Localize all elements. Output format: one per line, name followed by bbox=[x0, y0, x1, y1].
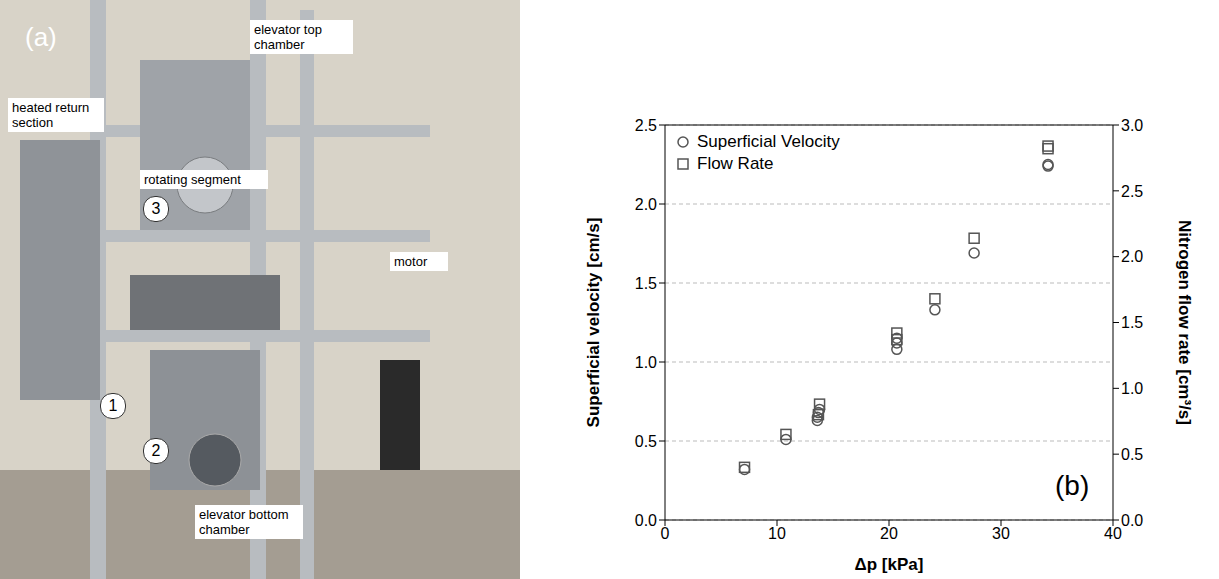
html-text:3: 3 bbox=[151, 200, 161, 217]
svg-text:0.0: 0.0 bbox=[635, 512, 657, 529]
svg-text:2.0: 2.0 bbox=[1121, 248, 1143, 265]
html-text:elevator top chamber: elevator top chamber bbox=[254, 22, 322, 52]
svg-text:1.5: 1.5 bbox=[1121, 314, 1143, 331]
svg-text:Δp [kPa]: Δp [kPa] bbox=[855, 555, 924, 574]
html-text:elevator bottom chamber: elevator bottom chamber bbox=[199, 507, 289, 537]
svg-text:30: 30 bbox=[992, 525, 1010, 542]
svg-text:2.5: 2.5 bbox=[1121, 183, 1143, 200]
html-text:Superficial Velocity: Superficial Velocity bbox=[697, 132, 840, 151]
html-text:(a): (a) bbox=[25, 22, 57, 52]
svg-text:0.0: 0.0 bbox=[1121, 512, 1143, 529]
svg-text:0.5: 0.5 bbox=[1121, 446, 1143, 463]
html-text:rotating segment: rotating segment bbox=[144, 172, 241, 187]
html-text:Flow Rate: Flow Rate bbox=[697, 154, 774, 173]
svg-text:1.0: 1.0 bbox=[635, 354, 657, 371]
svg-text:Nitrogen flow rate [cm³/s]: Nitrogen flow rate [cm³/s] bbox=[1175, 220, 1194, 425]
html-text:2: 2 bbox=[151, 442, 161, 459]
svg-text:1.0: 1.0 bbox=[1121, 380, 1143, 397]
svg-text:2.0: 2.0 bbox=[635, 196, 657, 213]
html-text:(b): (b) bbox=[1055, 470, 1090, 501]
svg-text:1.5: 1.5 bbox=[635, 275, 657, 292]
svg-text:20: 20 bbox=[880, 525, 898, 542]
svg-text:0: 0 bbox=[661, 525, 670, 542]
html-text:1: 1 bbox=[108, 397, 118, 414]
svg-text:2.5: 2.5 bbox=[635, 117, 657, 134]
html-text:motor: motor bbox=[394, 254, 428, 269]
svg-text:3.0: 3.0 bbox=[1121, 117, 1143, 134]
svg-text:0.5: 0.5 bbox=[635, 433, 657, 450]
svg-text:40: 40 bbox=[1104, 525, 1122, 542]
svg-text:Superficial velocity [cm/s]: Superficial velocity [cm/s] bbox=[584, 218, 603, 428]
html-text:heated return section: heated return section bbox=[12, 100, 90, 130]
svg-text:10: 10 bbox=[768, 525, 786, 542]
